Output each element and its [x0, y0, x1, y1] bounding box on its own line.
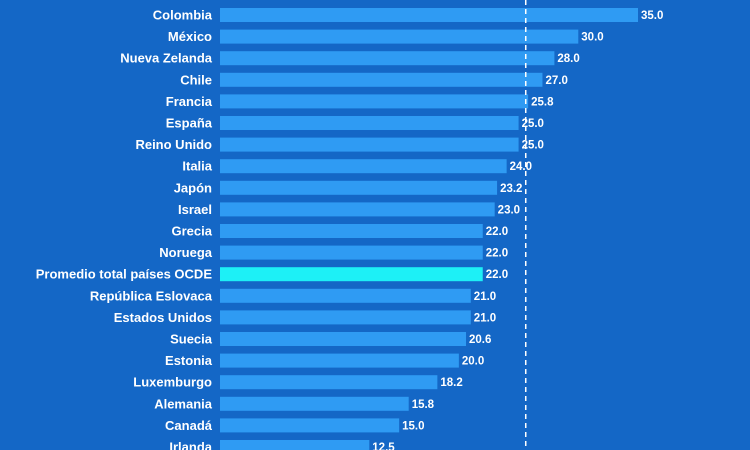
bar-luxemburgo [220, 375, 438, 390]
bar-colombia [220, 8, 638, 22]
category-label-reino-unido: Reino Unido [135, 137, 212, 152]
value-label-canada: 15.0 [402, 420, 424, 432]
category-label-alemania: Alemania [154, 396, 213, 411]
category-label-luxemburgo: Luxemburgo [133, 375, 212, 390]
category-label-espana: España [166, 116, 213, 131]
value-label-estados-unidos: 21.0 [474, 312, 496, 324]
bar-suecia [220, 332, 467, 346]
bar-promedio-total-paises-ocde [220, 267, 483, 282]
value-label-mexico: 30.0 [581, 32, 603, 44]
bar-nueva-zelanda [220, 51, 555, 66]
value-label-espana: 25.0 [522, 118, 544, 130]
bar-italia [220, 159, 507, 174]
category-label-promedio-total-paises-ocde: Promedio total países OCDE [36, 267, 213, 282]
value-label-japon: 23.2 [500, 183, 522, 195]
category-label-italia: Italia [182, 159, 212, 174]
category-labels-group: Colombia México Nueva Zelanda Chile Francia E… [36, 8, 213, 450]
bar-canada [220, 418, 400, 433]
value-label-reino-unido: 25.0 [522, 140, 544, 152]
bar-chile [220, 72, 543, 87]
value-label-alemania: 15.8 [412, 399, 435, 411]
category-label-mexico: México [168, 29, 212, 44]
value-label-nueva-zelanda: 28.0 [557, 53, 579, 65]
category-label-suecia: Suecia [170, 332, 213, 347]
bar-republica-eslovaca [220, 288, 471, 303]
bar-estonia [220, 353, 459, 368]
value-label-grecia: 22.0 [486, 226, 508, 238]
category-label-estonia: Estonia [165, 353, 213, 368]
category-label-irlanda: Irlanda [169, 440, 212, 450]
value-label-francia: 25.8 [531, 96, 554, 108]
bar-japon [220, 180, 498, 195]
category-label-estados-unidos: Estados Unidos [114, 310, 212, 325]
value-labels-group: 35.0 30.028.0 27.0 25.8 25.0 25.0 24.0 23.2 23.0… [372, 10, 663, 450]
value-label-luxemburgo: 18.2 [440, 377, 462, 389]
bars-group [220, 8, 638, 450]
category-label-colombia: Colombia [153, 8, 213, 23]
value-label-suecia: 20.6 [469, 334, 491, 346]
value-label-noruega: 22.0 [486, 248, 508, 260]
bar-espana [220, 116, 519, 130]
bar-francia [220, 94, 529, 109]
bar-irlanda [220, 440, 370, 450]
bar-noruega [220, 245, 483, 260]
bar-estados-unidos [220, 310, 471, 325]
bar-mexico [220, 29, 579, 44]
category-label-canada: Canadá [165, 418, 213, 433]
category-label-chile: Chile [180, 72, 212, 87]
bar-grecia [220, 224, 483, 238]
category-label-republica-eslovaca: República Eslovaca [90, 288, 213, 303]
value-label-estonia: 20.0 [462, 356, 484, 368]
category-label-noruega: Noruega [159, 245, 213, 260]
value-label-colombia: 35.0 [641, 10, 663, 22]
category-label-japon: Japón [174, 180, 212, 195]
value-label-irlanda: 12.5 [372, 442, 395, 450]
bar-reino-unido [220, 137, 519, 152]
value-label-promedio-total-paises-ocde: 22.0 [486, 269, 508, 281]
value-label-israel: 23.0 [498, 204, 520, 216]
category-label-nueva-zelanda: Nueva Zelanda [120, 51, 213, 66]
value-label-chile: 27.0 [545, 75, 567, 87]
category-label-grecia: Grecia [172, 224, 213, 239]
value-label-republica-eslovaca: 21.0 [474, 291, 496, 303]
bar-alemania [220, 396, 409, 411]
bar-israel [220, 202, 495, 217]
category-label-francia: Francia [166, 94, 213, 109]
category-label-israel: Israel [178, 202, 212, 217]
value-label-italia: 24.0 [510, 161, 532, 173]
